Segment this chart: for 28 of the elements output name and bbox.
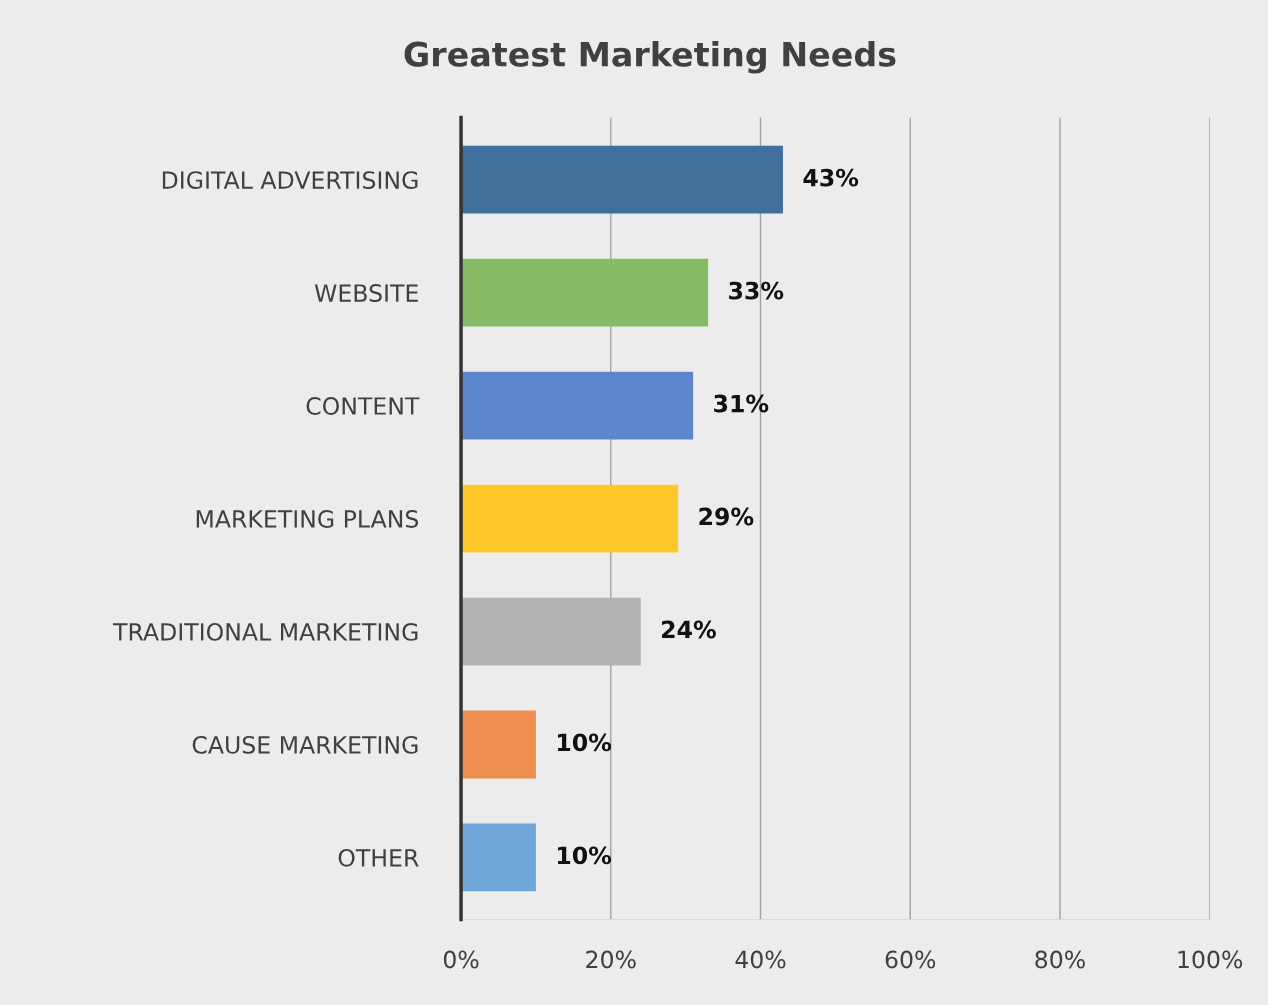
bar xyxy=(461,145,783,214)
y-tick-label: WEBSITE xyxy=(314,284,418,302)
x-tick-label: 20% xyxy=(586,950,636,969)
x-tick-label: 0% xyxy=(443,950,479,969)
bar xyxy=(461,597,641,666)
bar xyxy=(461,484,679,553)
y-tick-label: MARKETING PLANS xyxy=(196,510,419,528)
x-tick-label: 100% xyxy=(1178,950,1243,969)
y-tick-label: OTHER xyxy=(338,848,419,867)
y-tick-label: DIGITAL ADVERTISING xyxy=(162,171,418,190)
data-label: 10% xyxy=(558,733,612,752)
chart-title: Greatest Marketing Needs xyxy=(404,41,896,74)
data-label: 24% xyxy=(662,620,716,639)
bar xyxy=(461,371,694,440)
data-label: 33% xyxy=(729,281,784,300)
data-label: 29% xyxy=(699,507,754,526)
bar xyxy=(461,823,536,892)
y-tick-label: CAUSE MARKETING xyxy=(192,735,418,754)
x-tick-label: 60% xyxy=(885,950,936,969)
data-label: 31% xyxy=(714,394,769,413)
bar xyxy=(461,258,709,327)
bar xyxy=(461,710,536,779)
y-tick-label: TRADITIONAL MARKETING xyxy=(113,622,418,641)
data-label: 43% xyxy=(803,168,859,187)
data-label: 10% xyxy=(558,846,612,865)
x-tick-label: 40% xyxy=(735,950,786,969)
y-tick-label: CONTENT xyxy=(306,397,420,415)
x-tick-label: 80% xyxy=(1035,950,1085,969)
